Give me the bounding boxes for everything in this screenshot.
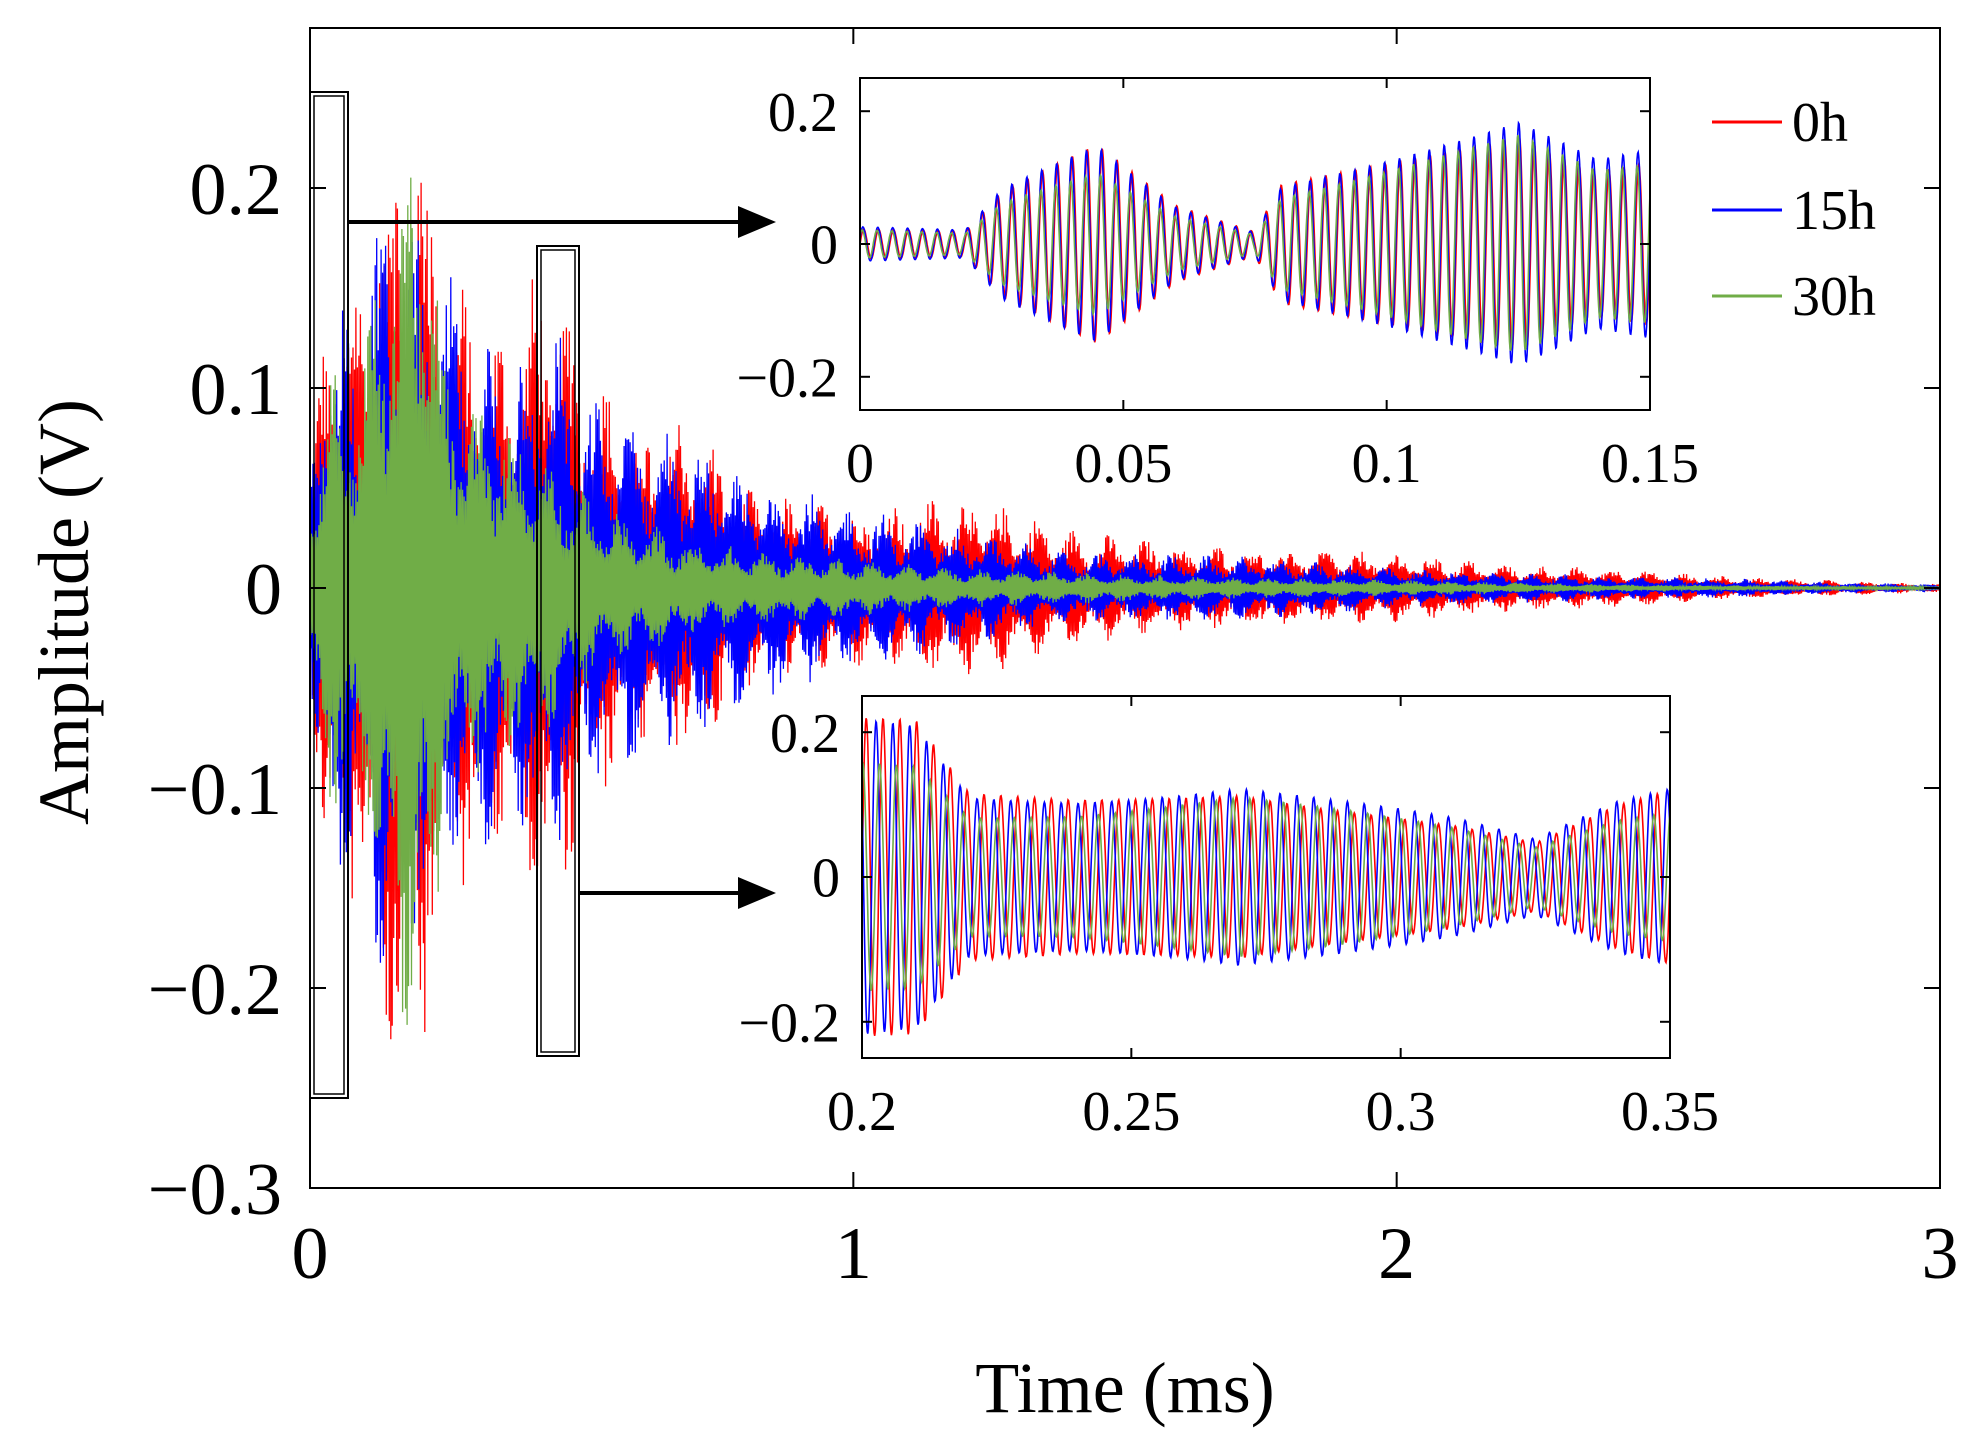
y-tick-label: 0 (245, 549, 282, 631)
inset-top-plot-area (859, 120, 1651, 364)
arrow-bottom-head (738, 877, 776, 909)
x-tick-label: 0.1 (1352, 433, 1422, 495)
x-tick-label: 0.05 (1074, 433, 1172, 495)
inset-bottom: 0.2 0.25 0.3 0.35 −0.2 0 0.2 (738, 695, 1719, 1143)
y-tick-label: 0 (810, 215, 838, 277)
zoom-annotations (309, 91, 776, 1099)
y-tick-label: 0.2 (770, 703, 840, 765)
x-tick-label: 2 (1378, 1213, 1415, 1295)
inset-top-x-ticks: 0 0.05 0.1 0.15 (846, 78, 1699, 495)
inset-top: 0 0.05 0.1 0.15 −0.200.2 (736, 77, 1699, 495)
y-tick-label: 0.2 (768, 82, 838, 144)
y-tick-label: 0.2 (190, 149, 283, 231)
zoom-box-bottom-inner (540, 249, 576, 1053)
inset-series-line-15h (861, 719, 1671, 1034)
main-axes: 0 1 2 3 −0.3 −0.2 −0.1 0 0.1 0.2 Time (ms) Ampli… (24, 27, 1959, 1428)
inset-series-line-30h (859, 134, 1651, 351)
inset-bottom-x-ticks: 0.2 0.25 0.3 0.35 (827, 696, 1719, 1143)
x-tick-label: 3 (1922, 1213, 1959, 1295)
y-axis-label: Amplitude (V) (24, 399, 104, 825)
arrow-top-head (738, 206, 776, 238)
inset-series-line-0h (861, 717, 1671, 1036)
zoom-box-bottom (536, 245, 580, 1057)
inset-top-y-ticks: −0.2 0 0.2 (736, 82, 1650, 409)
zoom-box-top-inner (313, 95, 345, 1095)
x-tick-label: 0 (846, 433, 874, 495)
series-line-30h (309, 177, 1941, 1025)
zoom-box-top (309, 91, 349, 1099)
inset-bottom-plot-area (861, 717, 1671, 1036)
x-tick-label: 0.35 (1621, 1081, 1719, 1143)
y-tick-label: −0.1 (148, 749, 282, 831)
y-tick-label: −0.2 (736, 347, 838, 409)
y-tick-label: −0.2 (148, 949, 282, 1031)
y-tick-label: 0 (812, 848, 840, 910)
legend-label-15h: 15h (1792, 180, 1876, 242)
main-plot-area (309, 177, 1941, 1040)
main-x-ticks: 0 1 2 3 (292, 28, 1959, 1295)
x-tick-label: 0.15 (1601, 433, 1699, 495)
legend-label-0h: 0h (1792, 92, 1848, 154)
main-y-ticks: −0.3 −0.2 −0.1 0 0.1 0.2 (148, 149, 1940, 1231)
x-tick-label: 0.2 (827, 1081, 897, 1143)
inset-series-line-30h (861, 759, 1671, 992)
x-tick-label: 0.25 (1082, 1081, 1180, 1143)
y-tick-label: −0.2 (738, 992, 840, 1054)
x-axis-label: Time (ms) (975, 1348, 1274, 1428)
y-tick-label: 0.1 (190, 349, 283, 431)
y-tick-label: −0.3 (148, 1149, 282, 1231)
inset-bottom-y-ticks: −0.2 0 0.2 (738, 703, 1670, 1054)
x-tick-label: 1 (835, 1213, 872, 1295)
legend-label-30h: 30h (1792, 266, 1876, 328)
x-tick-label: 0 (292, 1213, 329, 1295)
x-tick-label: 0.3 (1366, 1081, 1436, 1143)
legend: 0h 15h 30h (1712, 92, 1876, 328)
